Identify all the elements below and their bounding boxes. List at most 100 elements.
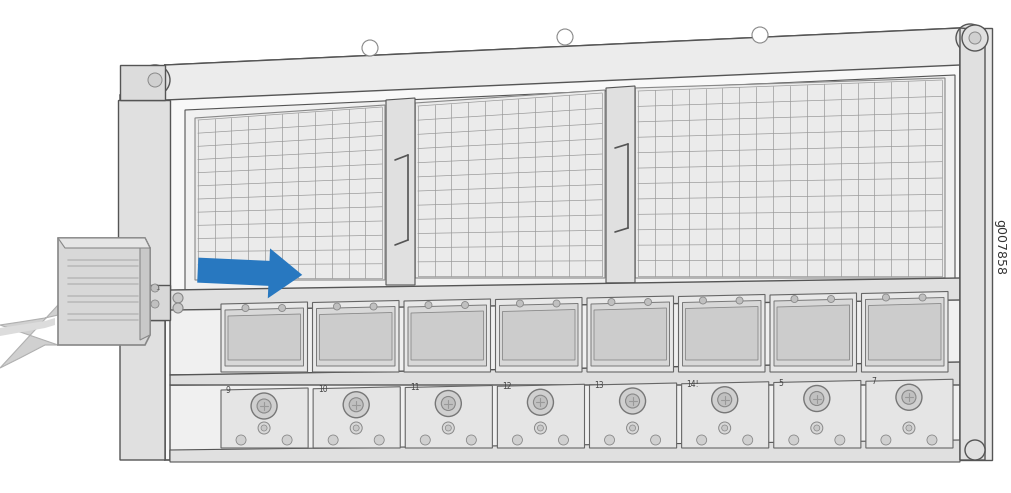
Circle shape (810, 391, 824, 406)
Circle shape (966, 440, 985, 460)
Circle shape (608, 298, 615, 306)
Circle shape (719, 422, 731, 434)
Circle shape (651, 435, 660, 445)
Circle shape (151, 284, 159, 292)
Circle shape (963, 31, 977, 45)
Polygon shape (678, 294, 765, 372)
Circle shape (791, 295, 798, 303)
Polygon shape (120, 65, 165, 100)
Circle shape (927, 435, 937, 445)
Polygon shape (770, 293, 856, 372)
Circle shape (334, 303, 341, 310)
Circle shape (261, 425, 267, 431)
Polygon shape (195, 105, 385, 280)
Circle shape (370, 303, 377, 310)
Polygon shape (221, 302, 307, 372)
Circle shape (442, 396, 455, 411)
Polygon shape (140, 242, 150, 340)
Circle shape (535, 422, 546, 434)
Polygon shape (319, 313, 392, 360)
Polygon shape (635, 78, 945, 278)
Polygon shape (865, 379, 953, 448)
Circle shape (605, 435, 615, 445)
Polygon shape (165, 28, 960, 80)
Circle shape (279, 305, 285, 312)
Circle shape (620, 388, 646, 414)
Text: 12: 12 (502, 382, 512, 391)
Circle shape (421, 435, 431, 445)
Polygon shape (681, 382, 768, 448)
Polygon shape (185, 75, 955, 290)
Circle shape (626, 394, 640, 408)
Polygon shape (502, 310, 575, 360)
Polygon shape (120, 285, 165, 320)
Polygon shape (591, 302, 669, 366)
Circle shape (557, 29, 573, 45)
Text: 11: 11 (410, 384, 420, 392)
Polygon shape (170, 440, 960, 462)
Polygon shape (404, 299, 490, 372)
Polygon shape (497, 384, 584, 448)
Circle shape (736, 297, 743, 304)
Circle shape (362, 40, 378, 56)
Polygon shape (594, 308, 666, 360)
Text: 1: 1 (155, 285, 160, 291)
Circle shape (534, 395, 547, 409)
Circle shape (513, 435, 523, 445)
Circle shape (697, 435, 707, 445)
Polygon shape (316, 307, 395, 366)
Circle shape (630, 425, 636, 431)
Text: 10: 10 (318, 385, 328, 394)
Polygon shape (170, 285, 960, 375)
Text: 5: 5 (778, 379, 784, 387)
Polygon shape (685, 307, 758, 360)
Polygon shape (774, 299, 852, 366)
Polygon shape (120, 65, 165, 95)
Polygon shape (411, 311, 483, 360)
Polygon shape (170, 278, 960, 310)
Circle shape (919, 294, 926, 301)
Polygon shape (777, 305, 849, 360)
Polygon shape (865, 297, 944, 366)
Circle shape (353, 425, 359, 431)
Circle shape (718, 393, 732, 407)
Polygon shape (312, 301, 399, 372)
Polygon shape (170, 362, 960, 385)
Polygon shape (587, 296, 673, 372)
Circle shape (814, 425, 820, 431)
Circle shape (236, 435, 246, 445)
Polygon shape (386, 98, 415, 285)
Polygon shape (682, 301, 761, 366)
Polygon shape (170, 373, 960, 460)
Circle shape (835, 435, 845, 445)
Polygon shape (415, 90, 605, 278)
Polygon shape (960, 28, 985, 460)
Circle shape (425, 302, 432, 309)
Polygon shape (118, 100, 170, 290)
Polygon shape (868, 304, 941, 360)
Circle shape (558, 435, 568, 445)
Circle shape (903, 422, 915, 434)
Circle shape (528, 389, 553, 415)
Text: 13: 13 (594, 381, 605, 390)
Polygon shape (861, 291, 948, 372)
Circle shape (151, 300, 159, 308)
Circle shape (538, 425, 544, 431)
Circle shape (956, 24, 984, 52)
Circle shape (173, 293, 183, 303)
Polygon shape (120, 65, 165, 460)
Text: 7: 7 (870, 377, 876, 386)
Polygon shape (118, 285, 170, 320)
Circle shape (896, 384, 922, 410)
Circle shape (374, 435, 384, 445)
Circle shape (329, 435, 338, 445)
Polygon shape (165, 42, 960, 460)
Circle shape (712, 387, 738, 413)
Polygon shape (221, 388, 308, 448)
Circle shape (752, 27, 768, 43)
Circle shape (251, 393, 277, 419)
Circle shape (242, 305, 249, 312)
Polygon shape (58, 238, 150, 345)
Circle shape (443, 422, 454, 434)
Polygon shape (499, 304, 578, 366)
